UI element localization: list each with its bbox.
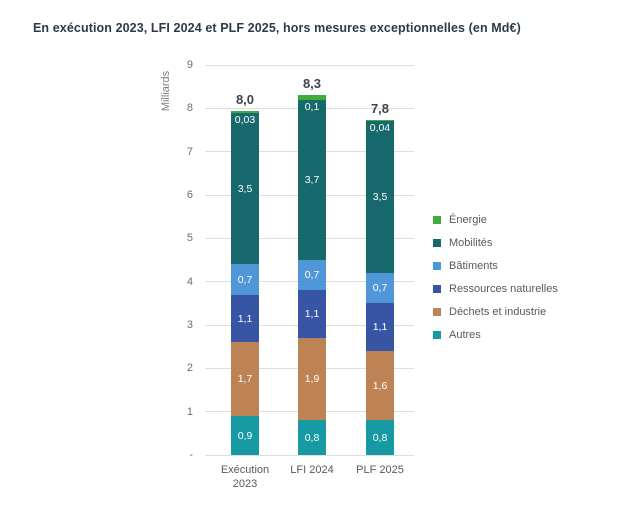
legend-label: Bâtiments <box>449 259 498 272</box>
bar-segment <box>366 119 394 122</box>
bar-segment-label: 0,8 <box>372 431 388 444</box>
bar-segment-label: 0,9 <box>237 429 253 442</box>
legend-label: Ressources naturelles <box>449 282 558 295</box>
legend-label: Énergie <box>449 213 487 226</box>
x-axis-label: Exécution 2023 <box>220 464 270 490</box>
legend-item: Autres <box>433 323 558 346</box>
legend-label: Mobilités <box>449 236 493 249</box>
gridline <box>205 454 414 456</box>
bar-segment <box>366 273 394 304</box>
gridline <box>205 64 414 66</box>
bar-segment <box>231 416 259 455</box>
y-tick-label: 6 <box>186 189 193 201</box>
bar-segment <box>231 111 259 113</box>
bar-segment-label: 3,5 <box>237 182 253 195</box>
bar-segment <box>298 95 326 100</box>
y-tick-label: 8 <box>186 102 193 115</box>
legend-item: Ressources naturelles <box>433 277 558 300</box>
chart-title: En exécution 2023, LFI 2024 et PLF 2025,… <box>33 21 521 35</box>
bar-segment-label: 3,7 <box>304 173 320 186</box>
y-tick-label: 9 <box>186 59 193 71</box>
bar-segment <box>298 338 326 421</box>
bar-segment-label: 0,1 <box>304 100 320 113</box>
bar-segment <box>231 112 259 265</box>
y-tick-label: 7 <box>186 145 193 158</box>
legend-label: Déchets et industrie <box>449 305 547 318</box>
bar-segment <box>298 99 326 260</box>
bar-segment <box>366 351 394 421</box>
bar-segment <box>231 342 259 416</box>
legend-item: Bâtiments <box>433 254 558 277</box>
bar-segment-label: 3,5 <box>372 191 388 204</box>
bar-segment-label: 1,9 <box>304 373 320 386</box>
bar-total: 8,0 <box>235 92 255 108</box>
legend-swatch-icon <box>433 215 441 224</box>
bar-segment-label: 1,7 <box>237 373 253 386</box>
bar-segment <box>366 121 394 273</box>
legend-swatch-icon <box>433 261 441 270</box>
bar-segment-label: 1,6 <box>372 379 388 392</box>
bar-segment-label: 0,7 <box>372 282 388 295</box>
legend-swatch-icon <box>433 238 441 247</box>
legend-item: Énergie <box>433 208 558 231</box>
bar-segment-label: 1,1 <box>237 312 253 325</box>
bar-segment-label: 1,1 <box>304 308 320 321</box>
y-tick-label: 1 <box>186 405 193 418</box>
bar-segment-label: 0,7 <box>237 273 253 286</box>
y-tick-label: 4 <box>186 275 193 288</box>
bar-segment-label: 0,8 <box>304 431 320 444</box>
y-tick-label: 5 <box>186 232 193 245</box>
bar-total: 7,8 <box>370 100 390 116</box>
legend-item: Mobilités <box>433 231 558 254</box>
legend-swatch-icon <box>433 330 441 339</box>
y-axis-label: Milliards <box>160 70 172 112</box>
y-tick-label: 2 <box>186 362 193 375</box>
bar-segment <box>231 264 259 295</box>
legend-item: Déchets et industrie <box>433 300 558 323</box>
legend-swatch-icon <box>433 307 441 316</box>
legend-label: Autres <box>449 328 481 341</box>
legend-swatch-icon <box>433 284 441 293</box>
bar-segment <box>366 420 394 455</box>
bar-segment-label: 0,03 <box>234 113 256 126</box>
x-axis-label: PLF 2025 <box>356 464 404 476</box>
bar-segment <box>366 303 394 351</box>
bar-segment-label: 1,1 <box>372 321 388 334</box>
chart-legend: Énergie Mobilités Bâtiments Ressources natu… <box>433 208 558 346</box>
bar-segment <box>298 260 326 291</box>
bar-segment <box>231 294 259 343</box>
bar-segment <box>298 290 326 338</box>
bar-total: 8,3 <box>302 76 322 92</box>
y-tick-label: - <box>189 449 193 461</box>
bar-segment-label: 0,7 <box>304 269 320 282</box>
bar-segment <box>298 420 326 455</box>
bar-segment-label: 0,04 <box>369 122 391 135</box>
x-axis-label: LFI 2024 <box>290 464 334 476</box>
y-tick-label: 3 <box>186 319 193 331</box>
